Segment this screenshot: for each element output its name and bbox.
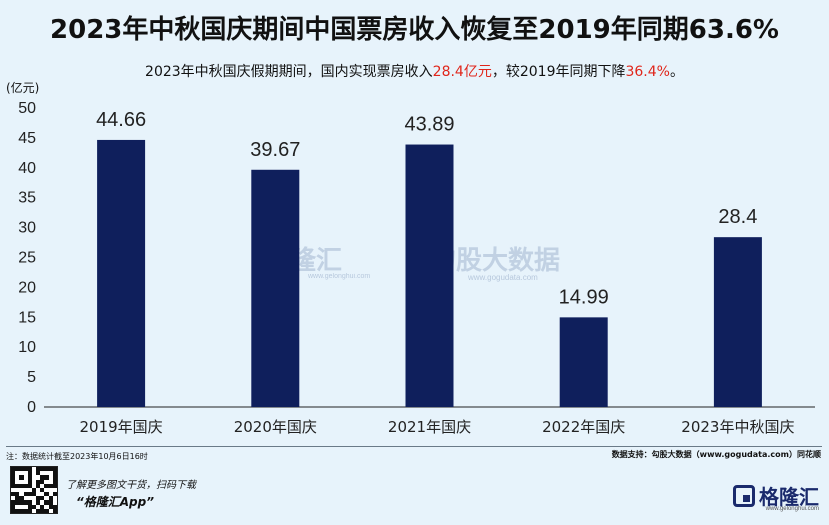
brand-logo: 格隆汇 (733, 481, 819, 510)
x-tick-label-2: 2021年国庆 (388, 418, 471, 436)
logo-mark-icon (733, 484, 755, 507)
y-tick-label-8: 40 (18, 160, 36, 177)
subtitle-highlight-decline: 36.4% (625, 64, 670, 80)
data-label-0: 44.66 (96, 109, 146, 131)
y-tick-label-6: 30 (18, 220, 36, 237)
y-tick-label-10: 50 (18, 100, 36, 117)
x-tick-label-0: 2019年国庆 (80, 418, 163, 436)
data-note: 注：数据统计截至2023年10月6日16时 (6, 452, 148, 461)
x-tick-label-3: 2022年国庆 (542, 418, 625, 436)
y-axis-unit-label: (亿元) (6, 81, 40, 95)
bar-1 (251, 169, 300, 407)
y-tick-label-5: 25 (18, 250, 36, 267)
bar-chart: 0 5 10 15 20 25 30 35 40 45 50 44.66 2019年国庆 39.67 202… (18, 100, 815, 436)
watermark-url-gogudata: www.gogudata.com (468, 273, 538, 282)
bar-2 (405, 144, 454, 408)
data-label-4: 28.4 (718, 206, 757, 228)
y-tick-label-2: 10 (18, 339, 36, 356)
qr-code-icon[interactable] (10, 466, 58, 514)
data-label-2: 43.89 (404, 114, 454, 136)
footer-divider (6, 446, 822, 447)
bar-4 (713, 237, 762, 407)
y-tick-label-4: 20 (18, 279, 36, 296)
subtitle-text-3: 。 (669, 64, 684, 80)
data-source: 数据支持：勾股大数据（www.gogudata.com）同花顺 (611, 450, 821, 459)
chart-subtitle: 2023年中秋国庆假期期间，国内实现票房收入28.4亿元，较2019年同期下降3… (0, 61, 829, 81)
bar-0 (97, 139, 146, 407)
y-tick-label-7: 35 (18, 190, 36, 207)
watermark-url-gelonghui: www.gelonghui.com (308, 273, 371, 280)
promo-app-name: “格隆汇App” (76, 495, 154, 509)
logo-text: 格隆汇 (759, 485, 819, 509)
bar-3 (559, 317, 608, 407)
subtitle-text-2: ，较2019年同期下降 (491, 64, 626, 80)
subtitle-highlight-revenue: 28.4亿元 (432, 64, 492, 80)
y-tick-label-0: 0 (27, 399, 36, 416)
data-label-1: 39.67 (250, 139, 300, 161)
y-tick-label-1: 5 (27, 369, 36, 386)
logo-url: www.gelonghui.com (765, 506, 819, 512)
data-label-3: 14.99 (559, 286, 609, 308)
promo-text: 了解更多图文干货，扫码下载 (66, 480, 196, 491)
x-tick-label-1: 2020年国庆 (234, 418, 317, 436)
subtitle-text-1: 2023年中秋国庆假期期间，国内实现票房收入 (145, 64, 433, 80)
x-tick-label-4: 2023年中秋国庆 (681, 418, 794, 436)
y-tick-label-9: 45 (18, 130, 36, 147)
chart-title: 2023年中秋国庆期间中国票房收入恢复至2019年同期63.6% (50, 15, 779, 45)
y-tick-label-3: 15 (18, 309, 36, 326)
